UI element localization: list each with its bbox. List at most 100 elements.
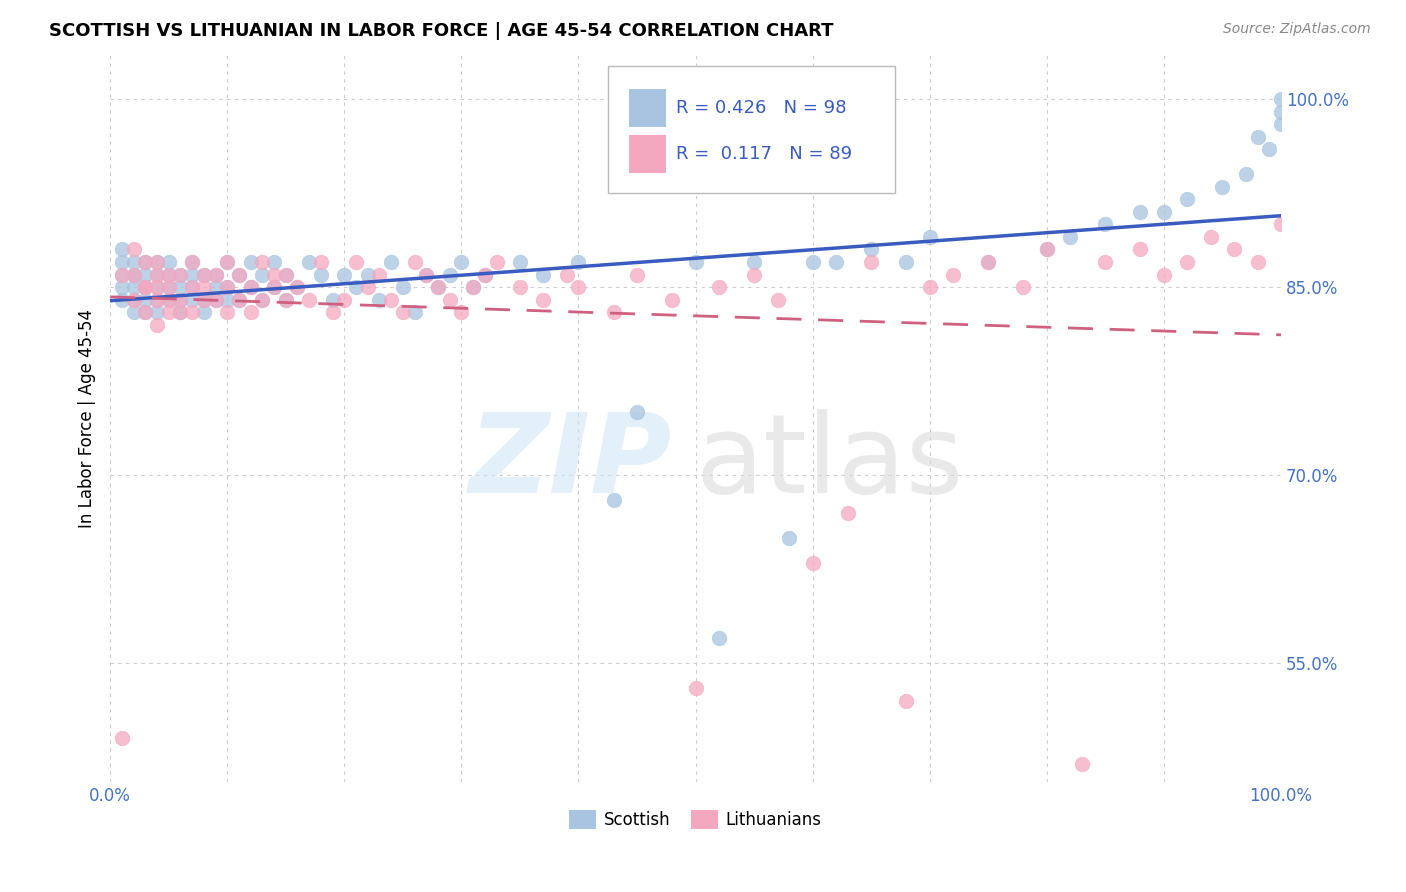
Point xyxy=(134,268,156,282)
Point xyxy=(896,255,918,269)
Point xyxy=(239,280,262,294)
Point xyxy=(134,255,156,269)
Text: R =  0.117   N = 89: R = 0.117 N = 89 xyxy=(676,145,852,163)
Point xyxy=(157,293,180,307)
Point xyxy=(1270,218,1292,232)
Point xyxy=(439,268,461,282)
Point xyxy=(146,255,169,269)
Point xyxy=(461,280,484,294)
Point xyxy=(217,293,239,307)
Text: SCOTTISH VS LITHUANIAN IN LABOR FORCE | AGE 45-54 CORRELATION CHART: SCOTTISH VS LITHUANIAN IN LABOR FORCE | … xyxy=(49,22,834,40)
Point xyxy=(439,293,461,307)
Point xyxy=(918,280,941,294)
Point xyxy=(298,255,321,269)
Point xyxy=(181,280,204,294)
Point xyxy=(181,268,204,282)
Point xyxy=(157,305,180,319)
Point xyxy=(169,305,191,319)
Point xyxy=(122,268,145,282)
Point xyxy=(274,293,297,307)
Point xyxy=(1071,756,1094,771)
Point xyxy=(415,268,437,282)
Point xyxy=(193,268,215,282)
Point xyxy=(404,255,426,269)
Point xyxy=(263,280,285,294)
Point xyxy=(860,255,883,269)
Point xyxy=(228,293,250,307)
Point xyxy=(309,268,332,282)
Point xyxy=(146,318,169,332)
Point xyxy=(380,255,402,269)
Point xyxy=(204,280,226,294)
Point xyxy=(474,268,496,282)
Point xyxy=(193,268,215,282)
Point xyxy=(626,268,648,282)
Point xyxy=(134,305,156,319)
Point xyxy=(239,305,262,319)
Point xyxy=(368,293,391,307)
Point xyxy=(181,280,204,294)
Point xyxy=(146,293,169,307)
Point xyxy=(685,255,707,269)
Text: R = 0.426   N = 98: R = 0.426 N = 98 xyxy=(676,99,846,117)
Point xyxy=(274,268,297,282)
Point xyxy=(825,255,848,269)
Point xyxy=(1234,167,1257,181)
Point xyxy=(181,255,204,269)
Point xyxy=(193,305,215,319)
Point xyxy=(111,731,134,746)
Point xyxy=(252,293,274,307)
Point xyxy=(392,280,415,294)
Point xyxy=(415,268,437,282)
Point xyxy=(1129,205,1152,219)
Point xyxy=(122,293,145,307)
Point xyxy=(239,280,262,294)
Point xyxy=(169,280,191,294)
Point xyxy=(274,268,297,282)
Point xyxy=(134,280,156,294)
Point xyxy=(146,280,169,294)
Point xyxy=(217,305,239,319)
Point xyxy=(942,268,965,282)
Point xyxy=(217,280,239,294)
Point xyxy=(567,255,589,269)
Point xyxy=(837,506,859,520)
Point xyxy=(977,255,1000,269)
Point xyxy=(1199,230,1222,244)
Legend: Scottish, Lithuanians: Scottish, Lithuanians xyxy=(562,804,828,836)
Y-axis label: In Labor Force | Age 45-54: In Labor Force | Age 45-54 xyxy=(79,310,96,528)
Point xyxy=(801,255,824,269)
Point xyxy=(474,268,496,282)
Point xyxy=(626,405,648,419)
Point xyxy=(122,305,145,319)
Point xyxy=(263,255,285,269)
Point xyxy=(1094,218,1116,232)
Point xyxy=(1129,243,1152,257)
Point xyxy=(252,293,274,307)
Point xyxy=(263,280,285,294)
Point xyxy=(122,293,145,307)
Point xyxy=(1036,243,1059,257)
Point xyxy=(169,293,191,307)
Point xyxy=(1175,255,1198,269)
Point xyxy=(918,230,941,244)
Point xyxy=(685,681,707,696)
Point xyxy=(146,293,169,307)
Point xyxy=(357,280,380,294)
Point xyxy=(146,268,169,282)
Point xyxy=(368,268,391,282)
Point xyxy=(217,280,239,294)
Point xyxy=(181,293,204,307)
Point xyxy=(169,305,191,319)
Point xyxy=(509,255,531,269)
Point xyxy=(111,268,134,282)
Point xyxy=(1175,192,1198,206)
Point xyxy=(602,493,624,508)
Point xyxy=(157,280,180,294)
Point xyxy=(427,280,450,294)
Point xyxy=(157,268,180,282)
Point xyxy=(204,268,226,282)
FancyBboxPatch shape xyxy=(607,66,894,194)
Point xyxy=(122,243,145,257)
Point xyxy=(111,280,134,294)
